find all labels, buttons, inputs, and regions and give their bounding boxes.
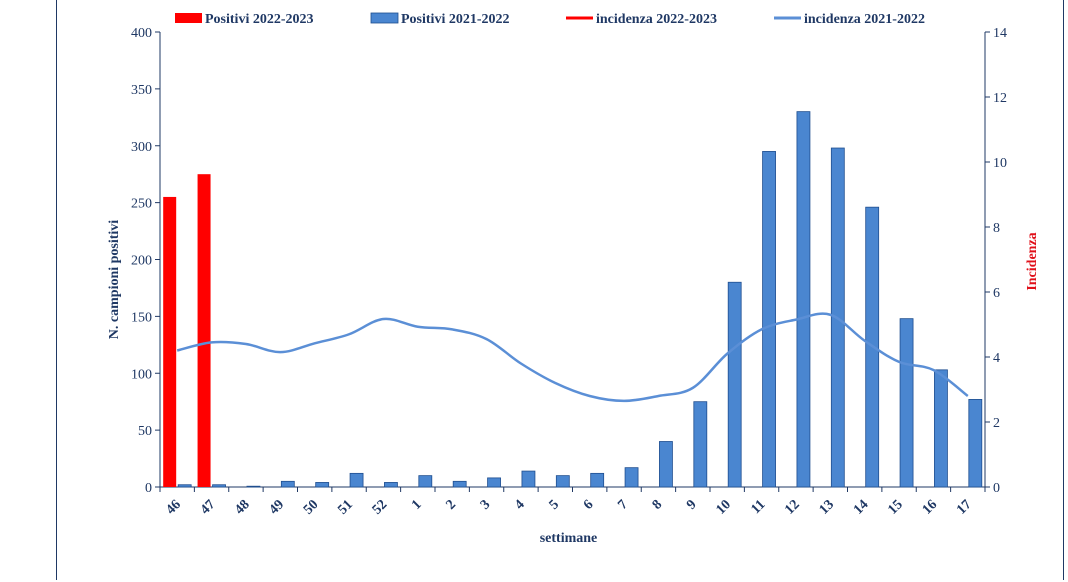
bar (280, 480, 295, 488)
bar (693, 401, 708, 488)
legend-label: incidenza 2022-2023 (596, 12, 717, 27)
x-tick-label: 15 (885, 497, 906, 518)
x-tick-label: 12 (782, 497, 803, 518)
x-tick-label: 11 (748, 497, 768, 517)
y2-tick-label: 2 (993, 416, 1000, 431)
x-tick-label: 16 (920, 497, 941, 518)
legend-swatch (175, 13, 202, 23)
bar (418, 475, 433, 488)
y-tick-label: 400 (131, 26, 152, 41)
x-tick-label: 2 (443, 497, 459, 513)
bar (246, 485, 261, 488)
x-tick-label: 7 (615, 497, 631, 513)
bar (727, 281, 742, 488)
bar (762, 151, 776, 488)
legend-swatch (370, 12, 399, 24)
x-tick-label: 10 (714, 497, 735, 518)
y-tick-label: 350 (131, 83, 152, 98)
x-tick-label: 52 (370, 497, 391, 518)
bar (521, 470, 536, 488)
bar (349, 472, 364, 488)
bar (555, 475, 570, 488)
y-tick-label: 250 (131, 197, 152, 212)
legend-label: incidenza 2021-2022 (804, 12, 925, 27)
x-tick-label: 1 (409, 497, 425, 513)
bar (487, 477, 501, 488)
bar (899, 318, 914, 488)
bar (452, 480, 467, 488)
bar (384, 482, 398, 488)
y2-tick-label: 6 (993, 286, 1000, 301)
y2-tick-label: 8 (993, 221, 1000, 236)
y-tick-label: 300 (131, 140, 152, 155)
y2-tick-label: 14 (993, 26, 1007, 41)
x-tick-label: 51 (335, 497, 356, 518)
x-tick-label: 3 (478, 497, 494, 513)
bar (177, 484, 192, 488)
x-tick-label: 46 (164, 497, 185, 518)
y-tick-label: 100 (131, 367, 152, 382)
x-tick-label: 14 (851, 497, 872, 518)
bar (197, 174, 211, 487)
bar (590, 472, 605, 488)
y2-axis-title: Incidenza (1025, 232, 1040, 290)
x-tick-label: 13 (817, 497, 838, 518)
y2-tick-label: 12 (993, 91, 1007, 106)
legend-label: Positivi 2022-2023 (205, 12, 314, 27)
bar (624, 467, 639, 488)
bar (934, 369, 948, 488)
y2-tick-label: 4 (993, 351, 1000, 366)
legend-label: Positivi 2021-2022 (401, 12, 510, 27)
x-tick-label: 6 (581, 497, 597, 513)
x-tick-label: 48 (232, 497, 253, 518)
x-tick-label: 5 (547, 497, 563, 513)
x-tick-label: 49 (267, 497, 288, 518)
x-axis-title: settimane (540, 531, 598, 546)
bar (796, 111, 811, 488)
chart-frame (56, 0, 1064, 580)
y2-tick-label: 10 (993, 156, 1007, 171)
x-tick-label: 47 (198, 497, 219, 518)
x-tick-label: 9 (684, 497, 700, 513)
y-axis-title: N. campioni positivi (107, 220, 122, 340)
x-tick-label: 4 (512, 497, 528, 513)
bar (659, 441, 673, 488)
bar (212, 484, 226, 488)
y-tick-label: 50 (138, 424, 152, 439)
y-tick-label: 150 (131, 310, 152, 325)
y2-tick-label: 0 (993, 481, 1000, 496)
bar (163, 196, 177, 487)
series-line (176, 312, 969, 403)
bar (315, 482, 330, 488)
x-tick-label: 50 (301, 497, 322, 518)
bar (968, 399, 983, 488)
y-tick-label: 0 (145, 481, 152, 496)
x-tick-label: 8 (650, 497, 666, 513)
y-tick-label: 200 (131, 254, 152, 269)
x-tick-label: 17 (954, 497, 975, 518)
